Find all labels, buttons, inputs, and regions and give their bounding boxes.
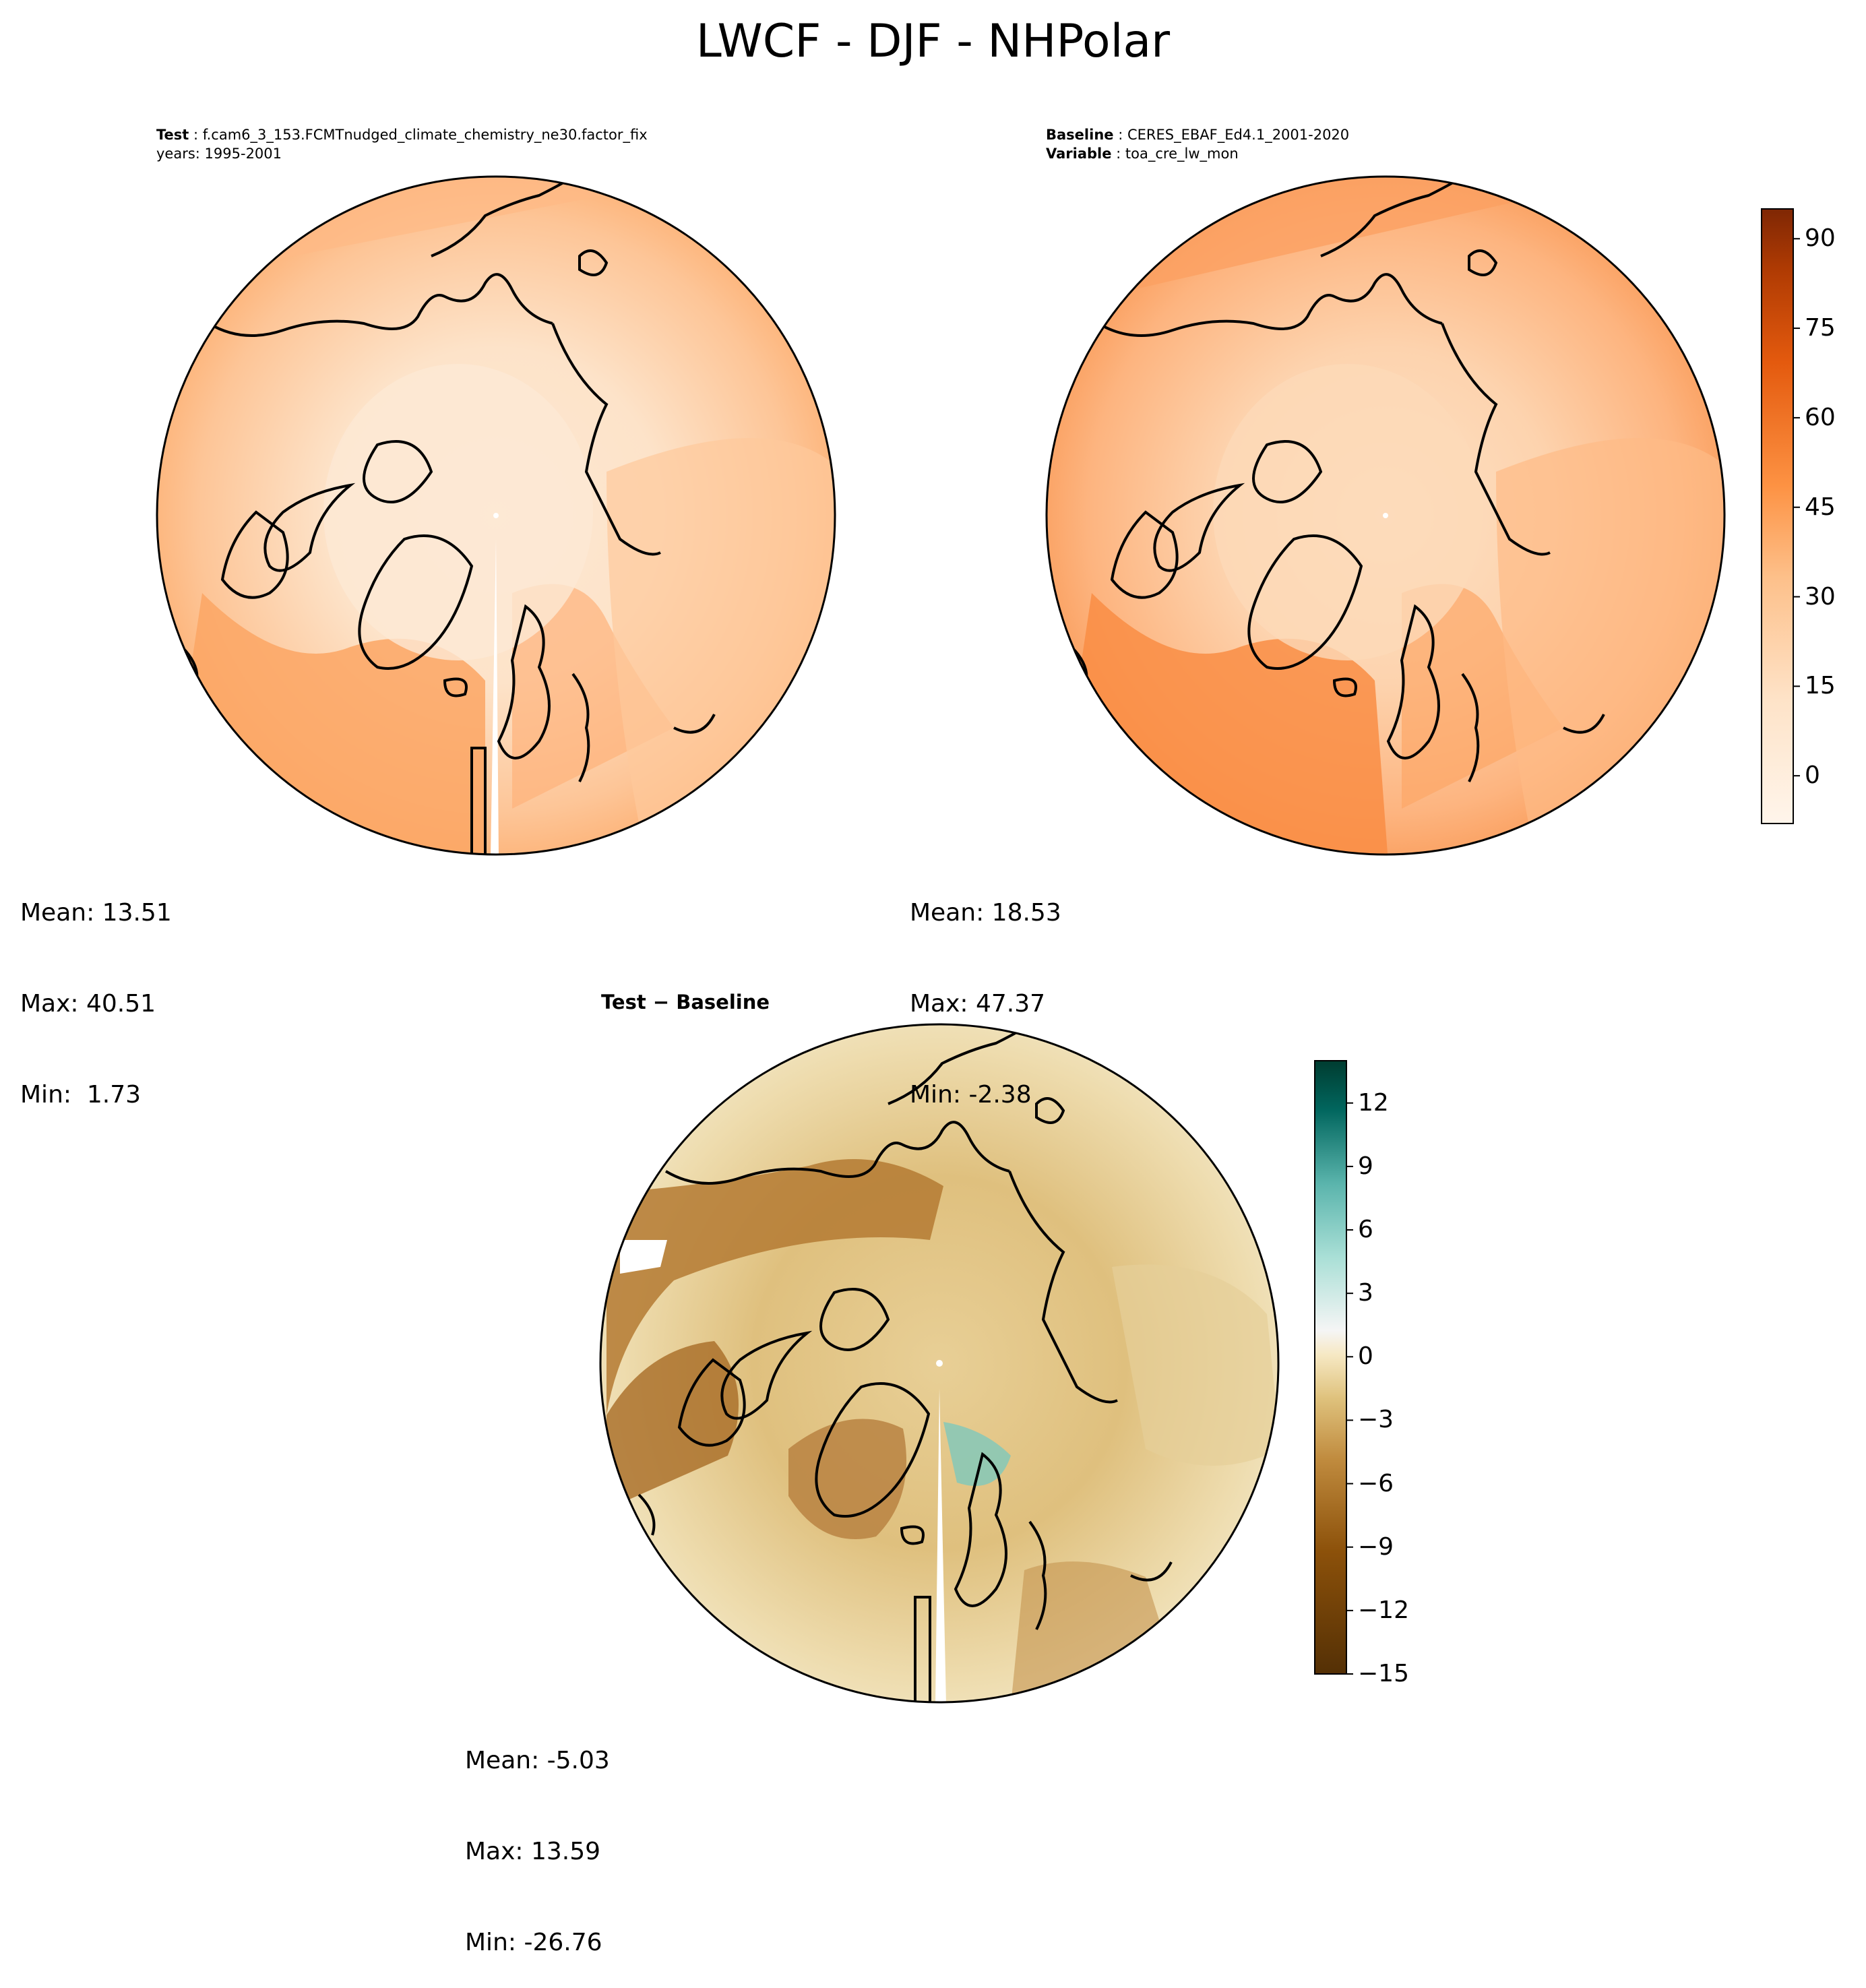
baseline-map [1045, 175, 1726, 856]
colorbar-brbg-tick-label: −6 [1358, 1469, 1394, 1497]
colorbar-brbg-tick-label: 12 [1358, 1088, 1389, 1117]
baseline-case-label: Baseline [1046, 127, 1114, 143]
colorbar-brbg-tick-label: −3 [1358, 1406, 1394, 1434]
test-mean: Mean: 13.51 [20, 899, 172, 927]
figure-title: LWCF - DJF - NHPolar [695, 15, 1171, 68]
colorbar-brbg-tick-label: 9 [1358, 1152, 1373, 1180]
diff-min: Min: -26.76 [465, 1929, 602, 1956]
test-case-label: Test [156, 127, 189, 143]
colorbar-oranges-tick-label: 15 [1805, 672, 1836, 700]
colorbar-brbg-tick-label: −12 [1358, 1596, 1409, 1624]
colorbar-oranges-tick-label: 45 [1805, 493, 1836, 521]
baseline-variable-line: Variable : toa_cre_lw_mon [1046, 146, 1239, 162]
test-map [156, 175, 836, 856]
baseline-max: Max: 47.37 [910, 990, 1046, 1018]
colorbar-brbg-tick-label: 6 [1358, 1216, 1373, 1244]
diff-max: Max: 13.59 [465, 1838, 601, 1865]
test-stats: Mean: 13.51 Max: 40.51 Min: 1.73 [20, 837, 172, 1140]
colorbar-oranges-tick-label: 75 [1805, 314, 1836, 342]
test-years: years: 1995-2001 [156, 146, 282, 162]
baseline-variable-label: Variable [1046, 146, 1112, 162]
diff-coastlines [637, 1024, 1173, 1702]
colorbar-oranges-tick-label: 60 [1805, 403, 1836, 431]
figure-canvas [156, 175, 1800, 1704]
test-case-value: f.cam6_3_153.FCMTnudged_climate_chemistr… [202, 127, 648, 143]
colorbar-oranges-tick-label: 90 [1805, 224, 1836, 253]
baseline-mean: Mean: 18.53 [910, 899, 1061, 927]
diff-map [599, 1023, 1280, 1704]
baseline-case-value: CERES_EBAF_Ed4.1_2001-2020 [1127, 127, 1350, 143]
baseline-min: Min: -2.38 [910, 1081, 1032, 1109]
baseline-variable-value: toa_cre_lw_mon [1125, 146, 1239, 162]
colorbar-oranges [1761, 208, 1800, 824]
colorbar-brbg-tick-label: −15 [1358, 1660, 1409, 1687]
colorbar-oranges-tick-label: 0 [1805, 762, 1820, 790]
diff-stats: Mean: -5.03 Max: 13.59 Min: -26.76 [465, 1685, 610, 1988]
test-coastlines [181, 177, 716, 855]
baseline-stats: Mean: 18.53 Max: 47.37 Min: -2.38 [910, 837, 1061, 1140]
diff-panel-title: Test − Baseline [601, 991, 770, 1014]
test-case-line: Test : f.cam6_3_153.FCMTnudged_climate_c… [156, 127, 648, 143]
baseline-case-line: Baseline : CERES_EBAF_Ed4.1_2001-2020 [1046, 127, 1350, 143]
colorbar-brbg-tick-label: −9 [1358, 1532, 1394, 1561]
colorbar-brbg-tick-label: 3 [1358, 1279, 1373, 1307]
colorbar-oranges-tick-label: 30 [1805, 582, 1836, 611]
colorbar-brbg [1314, 1060, 1353, 1675]
colorbar-brbg-tick-label: 0 [1358, 1342, 1373, 1371]
diff-mean: Mean: -5.03 [465, 1747, 610, 1774]
test-max: Max: 40.51 [20, 990, 156, 1018]
test-min: Min: 1.73 [20, 1081, 142, 1109]
